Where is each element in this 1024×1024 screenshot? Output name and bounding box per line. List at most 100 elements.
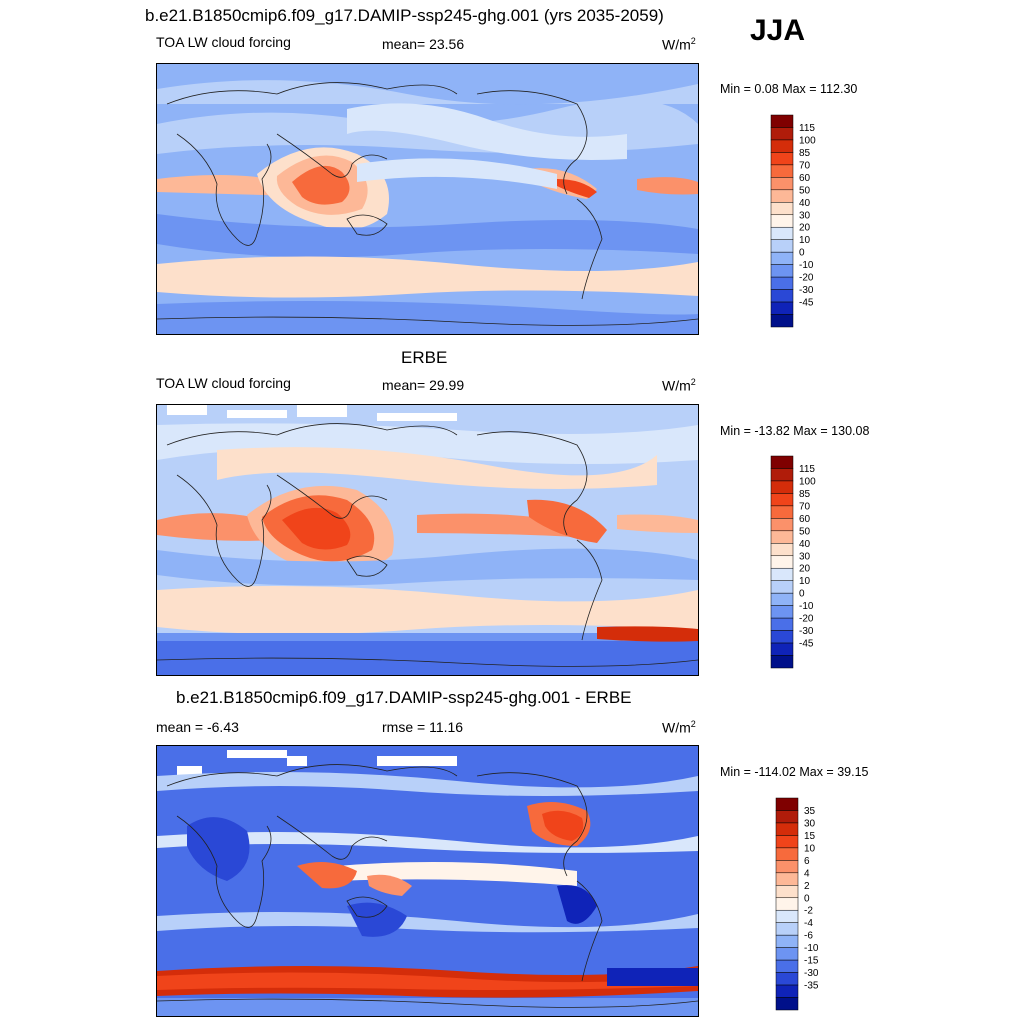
colorbar-swatch <box>775 885 799 899</box>
colorbar-label: -10 <box>799 601 814 612</box>
colorbar-swatch <box>770 239 794 253</box>
colorbar-label: 10 <box>799 235 811 246</box>
panel1-title: b.e21.B1850cmip6.f09_g17.DAMIP-ssp245-gh… <box>145 6 664 25</box>
panel2-mean: mean= 29.99 <box>382 377 465 393</box>
colorbar-label: 40 <box>799 198 811 209</box>
colorbar-label: 4 <box>804 868 810 879</box>
colorbar-label: 60 <box>799 173 811 184</box>
colorbar-label: 30 <box>799 210 811 221</box>
colorbar-label: 100 <box>799 476 816 487</box>
colorbar-swatch <box>775 972 799 986</box>
colorbar-swatch <box>770 152 794 166</box>
colorbar-swatch <box>770 127 794 141</box>
colorbar-swatch <box>775 847 799 861</box>
colorbar-swatch <box>770 289 794 303</box>
colorbar-swatch <box>770 226 794 240</box>
colorbar-label: 60 <box>799 514 811 525</box>
colorbar-label: 0 <box>799 248 805 259</box>
season-label: JJA <box>750 14 806 47</box>
panel1-colorbar: 115 100 85 70 60 50 40 30 20 10 0 -10 -20 -30 -45 <box>770 114 831 329</box>
colorbar-swatch <box>770 630 794 644</box>
colorbar-label: -10 <box>804 943 819 954</box>
colorbar-swatch <box>770 480 794 494</box>
colorbar-swatch <box>770 468 794 482</box>
panel3-units: W/m2 <box>662 719 696 736</box>
colorbar-swatch <box>770 642 794 656</box>
colorbar-label: 30 <box>804 818 816 829</box>
colorbar-swatch <box>775 922 799 936</box>
panel1-variable: TOA LW cloud forcing <box>156 34 291 50</box>
colorbar-swatch <box>775 984 799 998</box>
colorbar-label: 115 <box>799 123 815 134</box>
colorbar-label: -10 <box>799 260 814 271</box>
colorbar-label: 6 <box>804 856 810 867</box>
colorbar-label: 0 <box>799 589 805 600</box>
colorbar-label: -15 <box>804 956 819 967</box>
panel2-map <box>156 404 699 676</box>
panel3-mean: mean = -6.43 <box>156 719 239 735</box>
colorbar-swatch <box>770 555 794 569</box>
colorbar-swatch <box>770 567 794 581</box>
panel2-units: W/m2 <box>662 377 696 394</box>
colorbar-label: -35 <box>804 981 819 992</box>
colorbar-swatch <box>770 605 794 619</box>
colorbar-label: 0 <box>804 893 810 904</box>
colorbar-swatch <box>770 139 794 153</box>
colorbar-label: 85 <box>799 489 811 500</box>
colorbar-label: 70 <box>799 501 811 512</box>
panel3-minmax: Min = -114.02 Max = 39.15 <box>720 765 869 779</box>
colorbar-swatch <box>775 997 799 1011</box>
colorbar-label: 15 <box>804 831 816 842</box>
colorbar-label: 100 <box>799 135 816 146</box>
colorbar-swatch <box>770 493 794 507</box>
panel2-title: ERBE <box>401 348 448 367</box>
colorbar-swatch <box>770 202 794 216</box>
colorbar-label: -20 <box>799 273 814 284</box>
colorbar-label: -6 <box>804 931 813 942</box>
colorbar-swatch <box>770 530 794 544</box>
colorbar-swatch <box>770 314 794 328</box>
colorbar-label: 20 <box>799 564 811 575</box>
colorbar-label: 70 <box>799 160 811 171</box>
colorbar-swatch <box>775 959 799 973</box>
panel3-colorbar: 35 30 15 10 6 4 2 0 -2 -4 -6 -10 -15 -30 -35 <box>775 797 836 1012</box>
colorbar-swatch <box>775 897 799 911</box>
colorbar-label: 50 <box>799 185 811 196</box>
colorbar-swatch <box>775 909 799 923</box>
colorbar-label: 2 <box>804 881 810 892</box>
colorbar-swatch <box>770 251 794 265</box>
colorbar-swatch <box>770 455 794 469</box>
colorbar-swatch <box>775 835 799 849</box>
colorbar-label: -45 <box>799 298 814 309</box>
panel2-variable: TOA LW cloud forcing <box>156 375 291 391</box>
colorbar-swatch <box>775 797 799 811</box>
colorbar-label: 115 <box>799 464 815 475</box>
colorbar-swatch <box>770 301 794 315</box>
panel3-title: b.e21.B1850cmip6.f09_g17.DAMIP-ssp245-gh… <box>176 688 632 707</box>
panel3-map <box>156 745 699 1017</box>
colorbar-label: -30 <box>804 968 819 979</box>
colorbar-label: 40 <box>799 539 811 550</box>
colorbar-label: 35 <box>804 806 816 817</box>
colorbar-swatch <box>770 592 794 606</box>
colorbar-label: -45 <box>799 639 814 650</box>
colorbar-label: -30 <box>799 626 814 637</box>
colorbar-label: 20 <box>799 223 811 234</box>
colorbar-swatch <box>770 189 794 203</box>
colorbar-swatch <box>770 505 794 519</box>
panel1-minmax: Min = 0.08 Max = 112.30 <box>720 82 858 96</box>
panel1-mean: mean= 23.56 <box>382 36 465 52</box>
colorbar-swatch <box>775 947 799 961</box>
colorbar-swatch <box>770 164 794 178</box>
colorbar-label: 85 <box>799 148 811 159</box>
colorbar-swatch <box>775 872 799 886</box>
colorbar-label: 10 <box>799 576 811 587</box>
colorbar-label: 50 <box>799 526 811 537</box>
colorbar-label: 30 <box>799 551 811 562</box>
colorbar-swatch <box>770 543 794 557</box>
colorbar-swatch <box>770 617 794 631</box>
colorbar-label: -30 <box>799 285 814 296</box>
panel1-map <box>156 63 699 335</box>
colorbar-swatch <box>770 655 794 669</box>
colorbar-swatch <box>770 580 794 594</box>
